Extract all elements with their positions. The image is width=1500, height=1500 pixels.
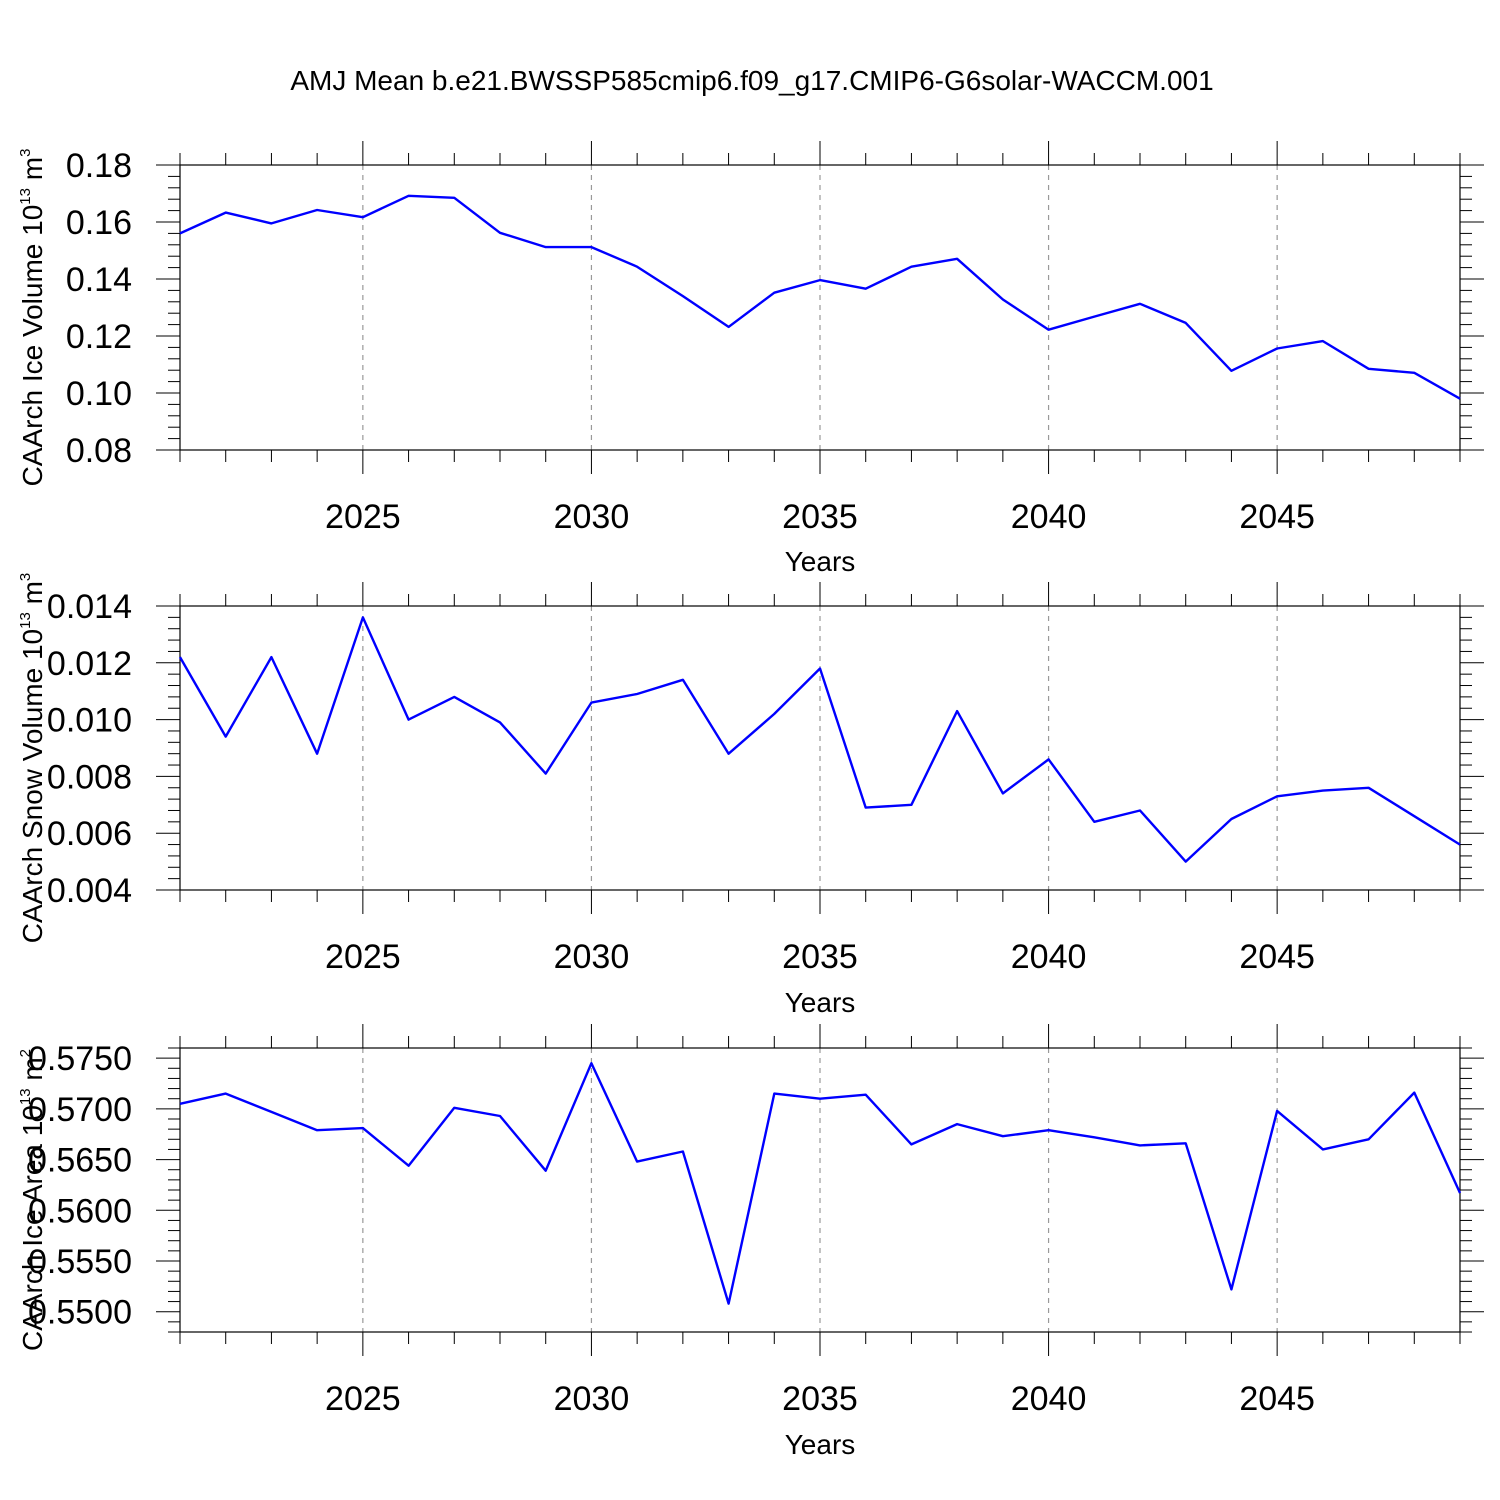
y-tick-label: 0.010 <box>47 702 132 740</box>
x-tick-label: 2045 <box>1239 498 1315 536</box>
x-tick-label: 2030 <box>554 938 630 976</box>
series-line-ice-area <box>179 1061 1462 1305</box>
y-tick-label: 0.5750 <box>28 1040 132 1078</box>
y-tick-label: 0.006 <box>47 815 132 853</box>
x-tick-label: 2045 <box>1239 938 1315 976</box>
x-tick-label: 2030 <box>554 498 630 536</box>
y-axis-label: CAArch Snow Volume 1013 m3 <box>17 573 48 944</box>
x-axis-label: Years <box>785 1429 856 1460</box>
series-line-ice-volume <box>179 194 1461 400</box>
y-tick-label: 0.5500 <box>28 1294 132 1332</box>
x-tick-label: 2045 <box>1239 1380 1315 1418</box>
y-tick-label: 0.5550 <box>28 1243 132 1281</box>
x-tick-label: 2040 <box>1011 938 1087 976</box>
chart-panels: 0.08 0.10 0.12 0.14 0.16 0.18 2025 2030 2035 2040… <box>17 141 1484 1460</box>
y-tick-label: 0.10 <box>66 375 132 413</box>
x-tick-label: 2025 <box>325 938 401 976</box>
y-tick-label: 0.08 <box>66 432 132 470</box>
y-tick-label: 0.5700 <box>28 1091 132 1129</box>
x-tick-label: 2035 <box>782 938 858 976</box>
x-tick-label: 2025 <box>325 498 401 536</box>
panel-2: 0.004 0.006 0.008 0.010 0.012 0.014 2025 2030 20… <box>17 573 1484 1018</box>
x-tick-label: 2040 <box>1011 498 1087 536</box>
y-axis-label: CAArch Ice Area 1013 m2 <box>17 1049 48 1351</box>
panel-3: 0.5500 0.5550 0.5600 0.5650 0.5700 0.5750 2025… <box>17 1024 1484 1460</box>
y-tick-label: 0.014 <box>47 588 132 626</box>
y-tick-label: 0.16 <box>66 204 132 242</box>
y-tick-label: 0.5600 <box>28 1192 132 1230</box>
y-tick-label: 0.12 <box>66 318 132 356</box>
x-tick-label: 2035 <box>782 1380 858 1418</box>
y-tick-label: 0.5650 <box>28 1142 132 1180</box>
x-axis-label: Years <box>785 546 856 577</box>
y-axis-label: CAArch Ice Volume 1013 m3 <box>17 149 48 487</box>
x-axis-label: Years <box>785 987 856 1018</box>
y-tick-label: 0.004 <box>47 872 132 910</box>
x-tick-label: 2030 <box>554 1380 630 1418</box>
panel-1: 0.08 0.10 0.12 0.14 0.16 0.18 2025 2030 2035 2040… <box>17 141 1484 577</box>
y-tick-label: 0.18 <box>66 147 132 185</box>
series-line-snow-volume <box>178 616 1461 863</box>
y-tick-label: 0.14 <box>66 261 132 299</box>
y-tick-label: 0.008 <box>47 758 132 796</box>
y-tick-label: 0.012 <box>47 645 132 683</box>
x-tick-label: 2040 <box>1011 1380 1087 1418</box>
x-tick-label: 2025 <box>325 1380 401 1418</box>
x-tick-label: 2035 <box>782 498 858 536</box>
figure-title: AMJ Mean b.e21.BWSSP585cmip6.f09_g17.CMI… <box>290 65 1213 96</box>
